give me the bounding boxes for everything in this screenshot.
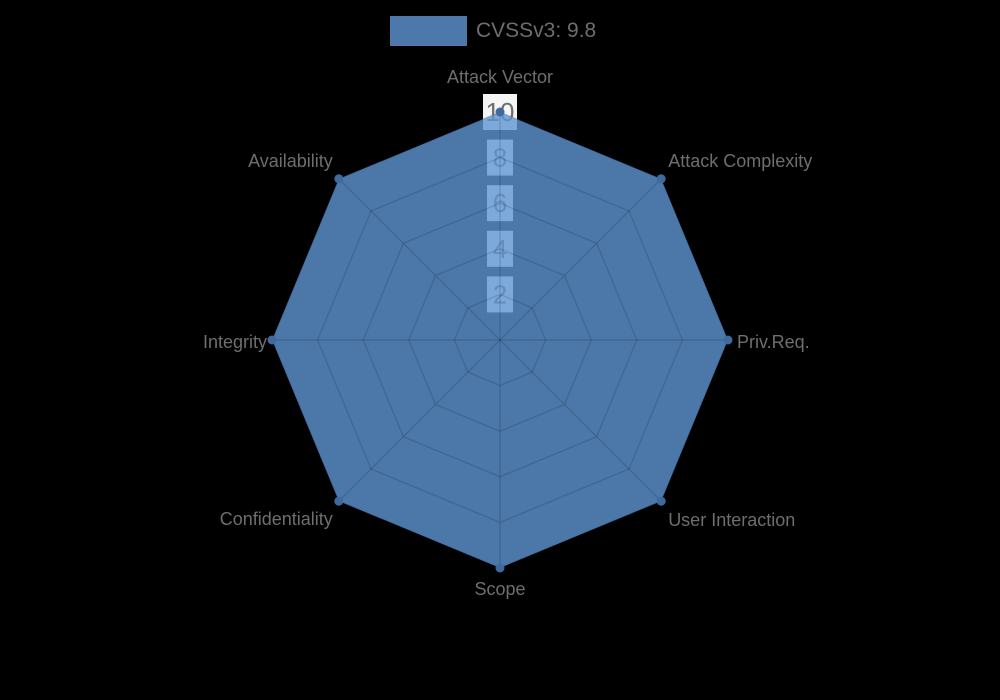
vertex-marker-attack-vector: [495, 107, 505, 117]
grid-ring-8: [316, 156, 684, 524]
series-fill-layer: [272, 112, 728, 568]
vertex-marker-priv-req: [723, 335, 733, 345]
axis-label-availability: Availability: [248, 151, 333, 171]
grid-spoke-availability: [338, 178, 501, 341]
axis-label-priv-req: Priv.Req.: [737, 332, 810, 352]
axis-label-layer: Attack Vector Attack Complexity Priv.Req. U…: [203, 67, 812, 599]
vertex-marker-confidentiality: [334, 496, 344, 506]
axis-label-scope: Scope: [474, 579, 525, 599]
legend-swatch: [390, 15, 467, 46]
legend-label: CVSSv3: 9.8: [476, 18, 597, 42]
axis-label-attack-complexity: Attack Complexity: [668, 151, 812, 171]
axis-label-confidentiality: Confidentiality: [220, 509, 333, 529]
vertex-marker-attack-complexity: [656, 174, 666, 184]
grid-ring-6: [362, 202, 638, 478]
grid-spoke-attack-complexity: [499, 178, 662, 341]
vertex-marker-integrity: [267, 335, 277, 345]
legend: CVSSv3: 9.8: [390, 15, 596, 46]
series-area-cvssv3-9-8: [272, 112, 728, 568]
grid-spoke-user-interaction: [499, 339, 662, 502]
vertex-marker-scope: [495, 563, 505, 573]
axis-label-integrity: Integrity: [203, 332, 267, 352]
grid-layer: [271, 111, 729, 569]
grid-ring-4: [408, 248, 592, 432]
vertex-marker-availability: [334, 174, 344, 184]
vertex-marker-layer: [267, 107, 733, 573]
grid-spoke-confidentiality: [338, 339, 501, 502]
axis-label-user-interaction: User Interaction: [668, 510, 795, 530]
grid-ring-2: [453, 293, 547, 387]
axis-label-attack-vector: Attack Vector: [447, 67, 553, 87]
vertex-marker-user-interaction: [656, 496, 666, 506]
